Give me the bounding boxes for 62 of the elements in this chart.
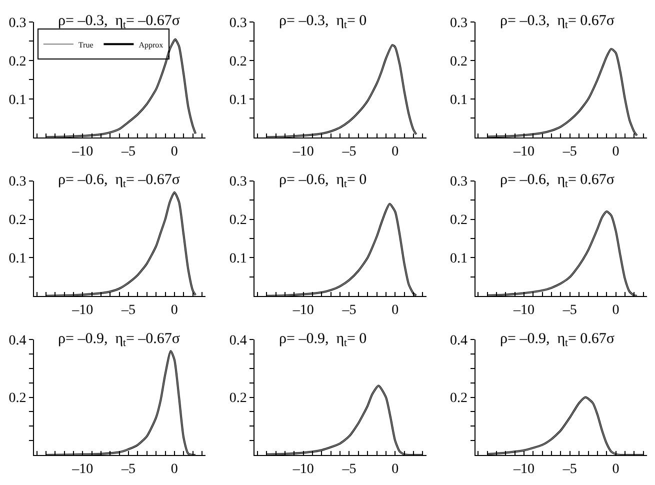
- y-tick-label: 0.4: [229, 333, 247, 348]
- y-tick-label: 0.1: [229, 92, 247, 108]
- y-tick-label: 0.1: [450, 252, 468, 267]
- y-tick-label: 0.1: [8, 252, 26, 267]
- x-tick-label: –10: [71, 303, 94, 318]
- x-tick-label: 0: [612, 462, 620, 477]
- x-tick-label: –10: [512, 144, 535, 160]
- x-tick-label: 0: [170, 462, 178, 477]
- y-tick-label: 0.1: [8, 92, 26, 108]
- chart-title: ρ= –0.6, η$_{t}$= –0.67σ: [58, 172, 180, 190]
- x-tick-label: –10: [292, 144, 314, 160]
- chart-title: ρ= –0.3, η$_{t}$= 0: [279, 13, 367, 32]
- x-tick-label: –10: [292, 462, 314, 477]
- x-tick-label: –5: [341, 462, 356, 477]
- x-tick-label: 0: [392, 303, 399, 318]
- y-tick-label: 0.1: [229, 252, 247, 267]
- y-tick-label: 0.2: [450, 54, 468, 70]
- y-tick-label: 0.2: [8, 54, 26, 70]
- y-tick-label: 0.2: [8, 213, 26, 228]
- y-tick-label: 0.2: [229, 213, 247, 228]
- x-tick-label: –5: [562, 144, 577, 160]
- chart-title: ρ= –0.3, η$_{t}$= –0.67σ: [58, 13, 180, 32]
- x-tick-label: –5: [562, 462, 577, 477]
- x-tick-label: –5: [341, 303, 356, 318]
- y-tick-label: 0.3: [450, 16, 468, 31]
- chart-title: ρ= –0.6, η$_{t}$= 0.67σ: [500, 172, 615, 190]
- x-tick-label: –10: [71, 462, 94, 477]
- chart-title: ρ= –0.9, η$_{t}$= 0: [279, 331, 367, 350]
- y-tick-label: 0.3: [8, 16, 26, 31]
- x-tick-label: –5: [341, 144, 356, 160]
- x-tick-label: –10: [71, 144, 94, 160]
- chart-title: ρ= –0.3, η$_{t}$= 0.67σ: [500, 13, 615, 32]
- y-tick-label: 0.3: [450, 174, 468, 190]
- x-tick-label: 0: [612, 144, 620, 160]
- x-tick-label: –5: [120, 144, 136, 160]
- legend-label: True: [78, 40, 94, 50]
- x-tick-label: 0: [392, 144, 399, 160]
- x-tick-label: –5: [562, 303, 577, 318]
- y-tick-label: 0.3: [229, 174, 247, 190]
- x-tick-label: –5: [120, 303, 136, 318]
- x-tick-label: –10: [512, 462, 535, 477]
- chart-title: ρ= –0.9, η$_{t}$= –0.67σ: [58, 331, 180, 350]
- chart-title: ρ= –0.6, η$_{t}$= 0: [279, 172, 367, 190]
- x-tick-label: –10: [512, 303, 535, 318]
- x-tick-label: –5: [120, 462, 136, 477]
- y-tick-label: 0.2: [450, 391, 468, 406]
- legend-label: Approx: [138, 40, 164, 50]
- y-tick-label: 0.2: [450, 213, 468, 228]
- y-tick-label: 0.1: [450, 92, 468, 108]
- x-tick-label: 0: [170, 144, 178, 160]
- y-tick-label: 0.4: [450, 333, 468, 348]
- y-tick-label: 0.3: [229, 16, 247, 31]
- chart-title: ρ= –0.9, η$_{t}$= 0.67σ: [500, 331, 615, 350]
- y-tick-label: 0.2: [8, 391, 26, 406]
- x-tick-label: –10: [292, 303, 314, 318]
- x-tick-label: 0: [392, 462, 399, 477]
- y-tick-label: 0.2: [229, 391, 247, 406]
- y-tick-label: 0.4: [8, 333, 26, 348]
- x-tick-label: 0: [170, 303, 178, 318]
- y-tick-label: 0.3: [8, 174, 26, 190]
- x-tick-label: 0: [612, 303, 620, 318]
- y-tick-label: 0.2: [229, 54, 247, 70]
